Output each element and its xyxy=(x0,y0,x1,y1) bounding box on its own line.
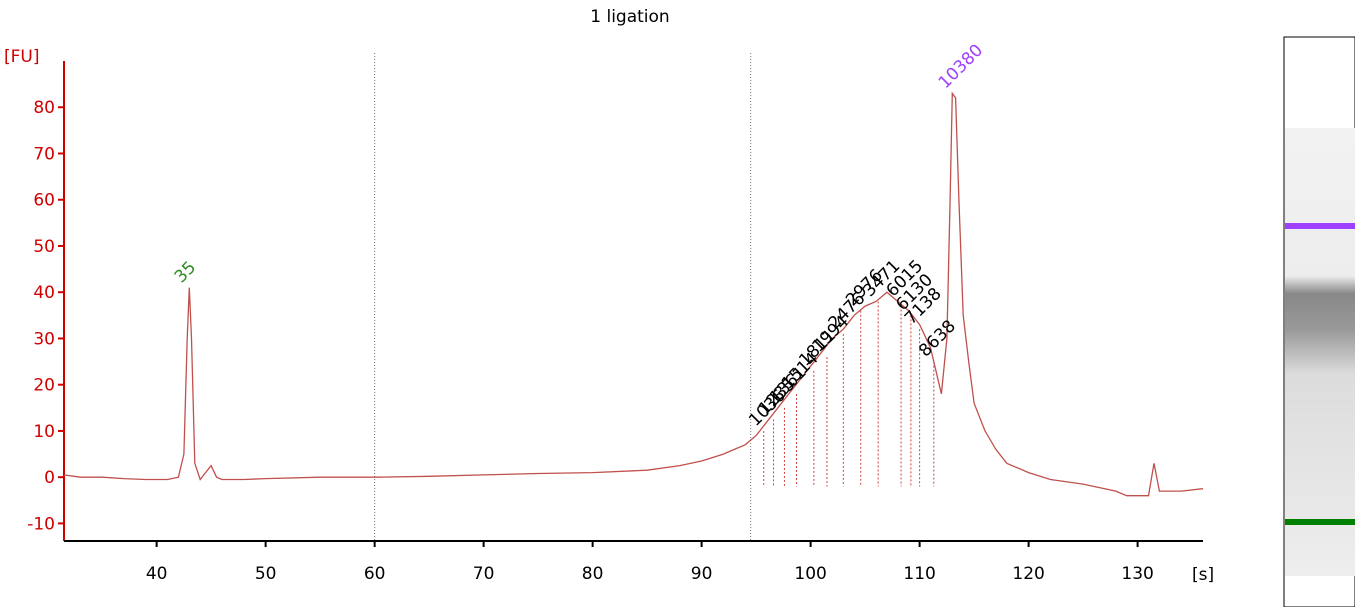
x-tick-label: 80 xyxy=(582,564,604,584)
gel-upper-marker xyxy=(1285,223,1355,229)
peak-label: 8638 xyxy=(915,316,960,361)
y-tick-label: 50 xyxy=(33,237,55,257)
x-tick-label: 50 xyxy=(255,564,277,584)
peak-label: 10380 xyxy=(935,41,987,93)
x-tick-label: 90 xyxy=(691,564,713,584)
y-tick-label: 80 xyxy=(33,98,55,118)
y-tick-label: 30 xyxy=(33,329,55,349)
x-tick-label: 130 xyxy=(1121,564,1153,584)
chart-title: 1 ligation xyxy=(590,7,669,27)
x-tick-label: 100 xyxy=(794,564,826,584)
gel-smear xyxy=(1285,128,1355,576)
y-tick-label: -10 xyxy=(27,514,55,534)
y-tick-label: 40 xyxy=(33,283,55,303)
y-tick-label: 70 xyxy=(33,144,55,164)
gel-lower-marker xyxy=(1285,519,1355,525)
y-tick-label: 0 xyxy=(44,468,55,488)
y-axis-label: [FU] xyxy=(4,47,40,67)
gel-lane xyxy=(1283,36,1355,607)
x-tick-label: 110 xyxy=(903,564,935,584)
y-tick-label: 60 xyxy=(33,191,55,211)
x-tick-label: 70 xyxy=(473,564,495,584)
y-tick-label: 20 xyxy=(33,376,55,396)
peak-label: 35 xyxy=(171,258,200,287)
x-tick-label: 40 xyxy=(146,564,168,584)
x-tick-label: 120 xyxy=(1012,564,1044,584)
trace-line xyxy=(63,91,1204,497)
x-tick-label: 60 xyxy=(364,564,386,584)
x-axis-label: [s] xyxy=(1192,565,1214,585)
y-tick-label: 10 xyxy=(33,422,55,442)
